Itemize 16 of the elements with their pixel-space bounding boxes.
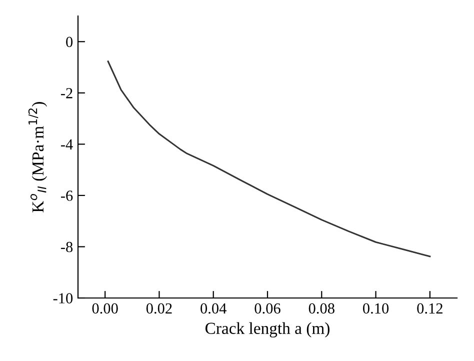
x-tick-label: 0.04 <box>200 303 226 314</box>
y-axis-title: K$^{o}$$_{II}$ (MPa·m$^{1/2}$) <box>28 102 47 212</box>
y-tick-label: -4 <box>60 139 73 150</box>
y-tick-label: -6 <box>60 190 73 201</box>
y-tick-label: 0 <box>66 36 73 48</box>
y-tick-label: -2 <box>60 88 72 98</box>
y-tick-label: -8 <box>60 242 73 252</box>
x-tick-label: 0.06 <box>254 303 280 314</box>
x-tick-label: 0.10 <box>363 303 389 314</box>
y-tick-label: -10 <box>53 293 73 304</box>
x-tick-label: 0.08 <box>308 303 334 314</box>
x-tick-label: 0.12 <box>417 303 442 314</box>
x-axis-title: Crack length a (m) <box>205 322 330 338</box>
line-series <box>107 60 431 258</box>
x-tick-label: 0.02 <box>146 303 172 314</box>
x-tick-label: 0.00 <box>92 303 118 314</box>
